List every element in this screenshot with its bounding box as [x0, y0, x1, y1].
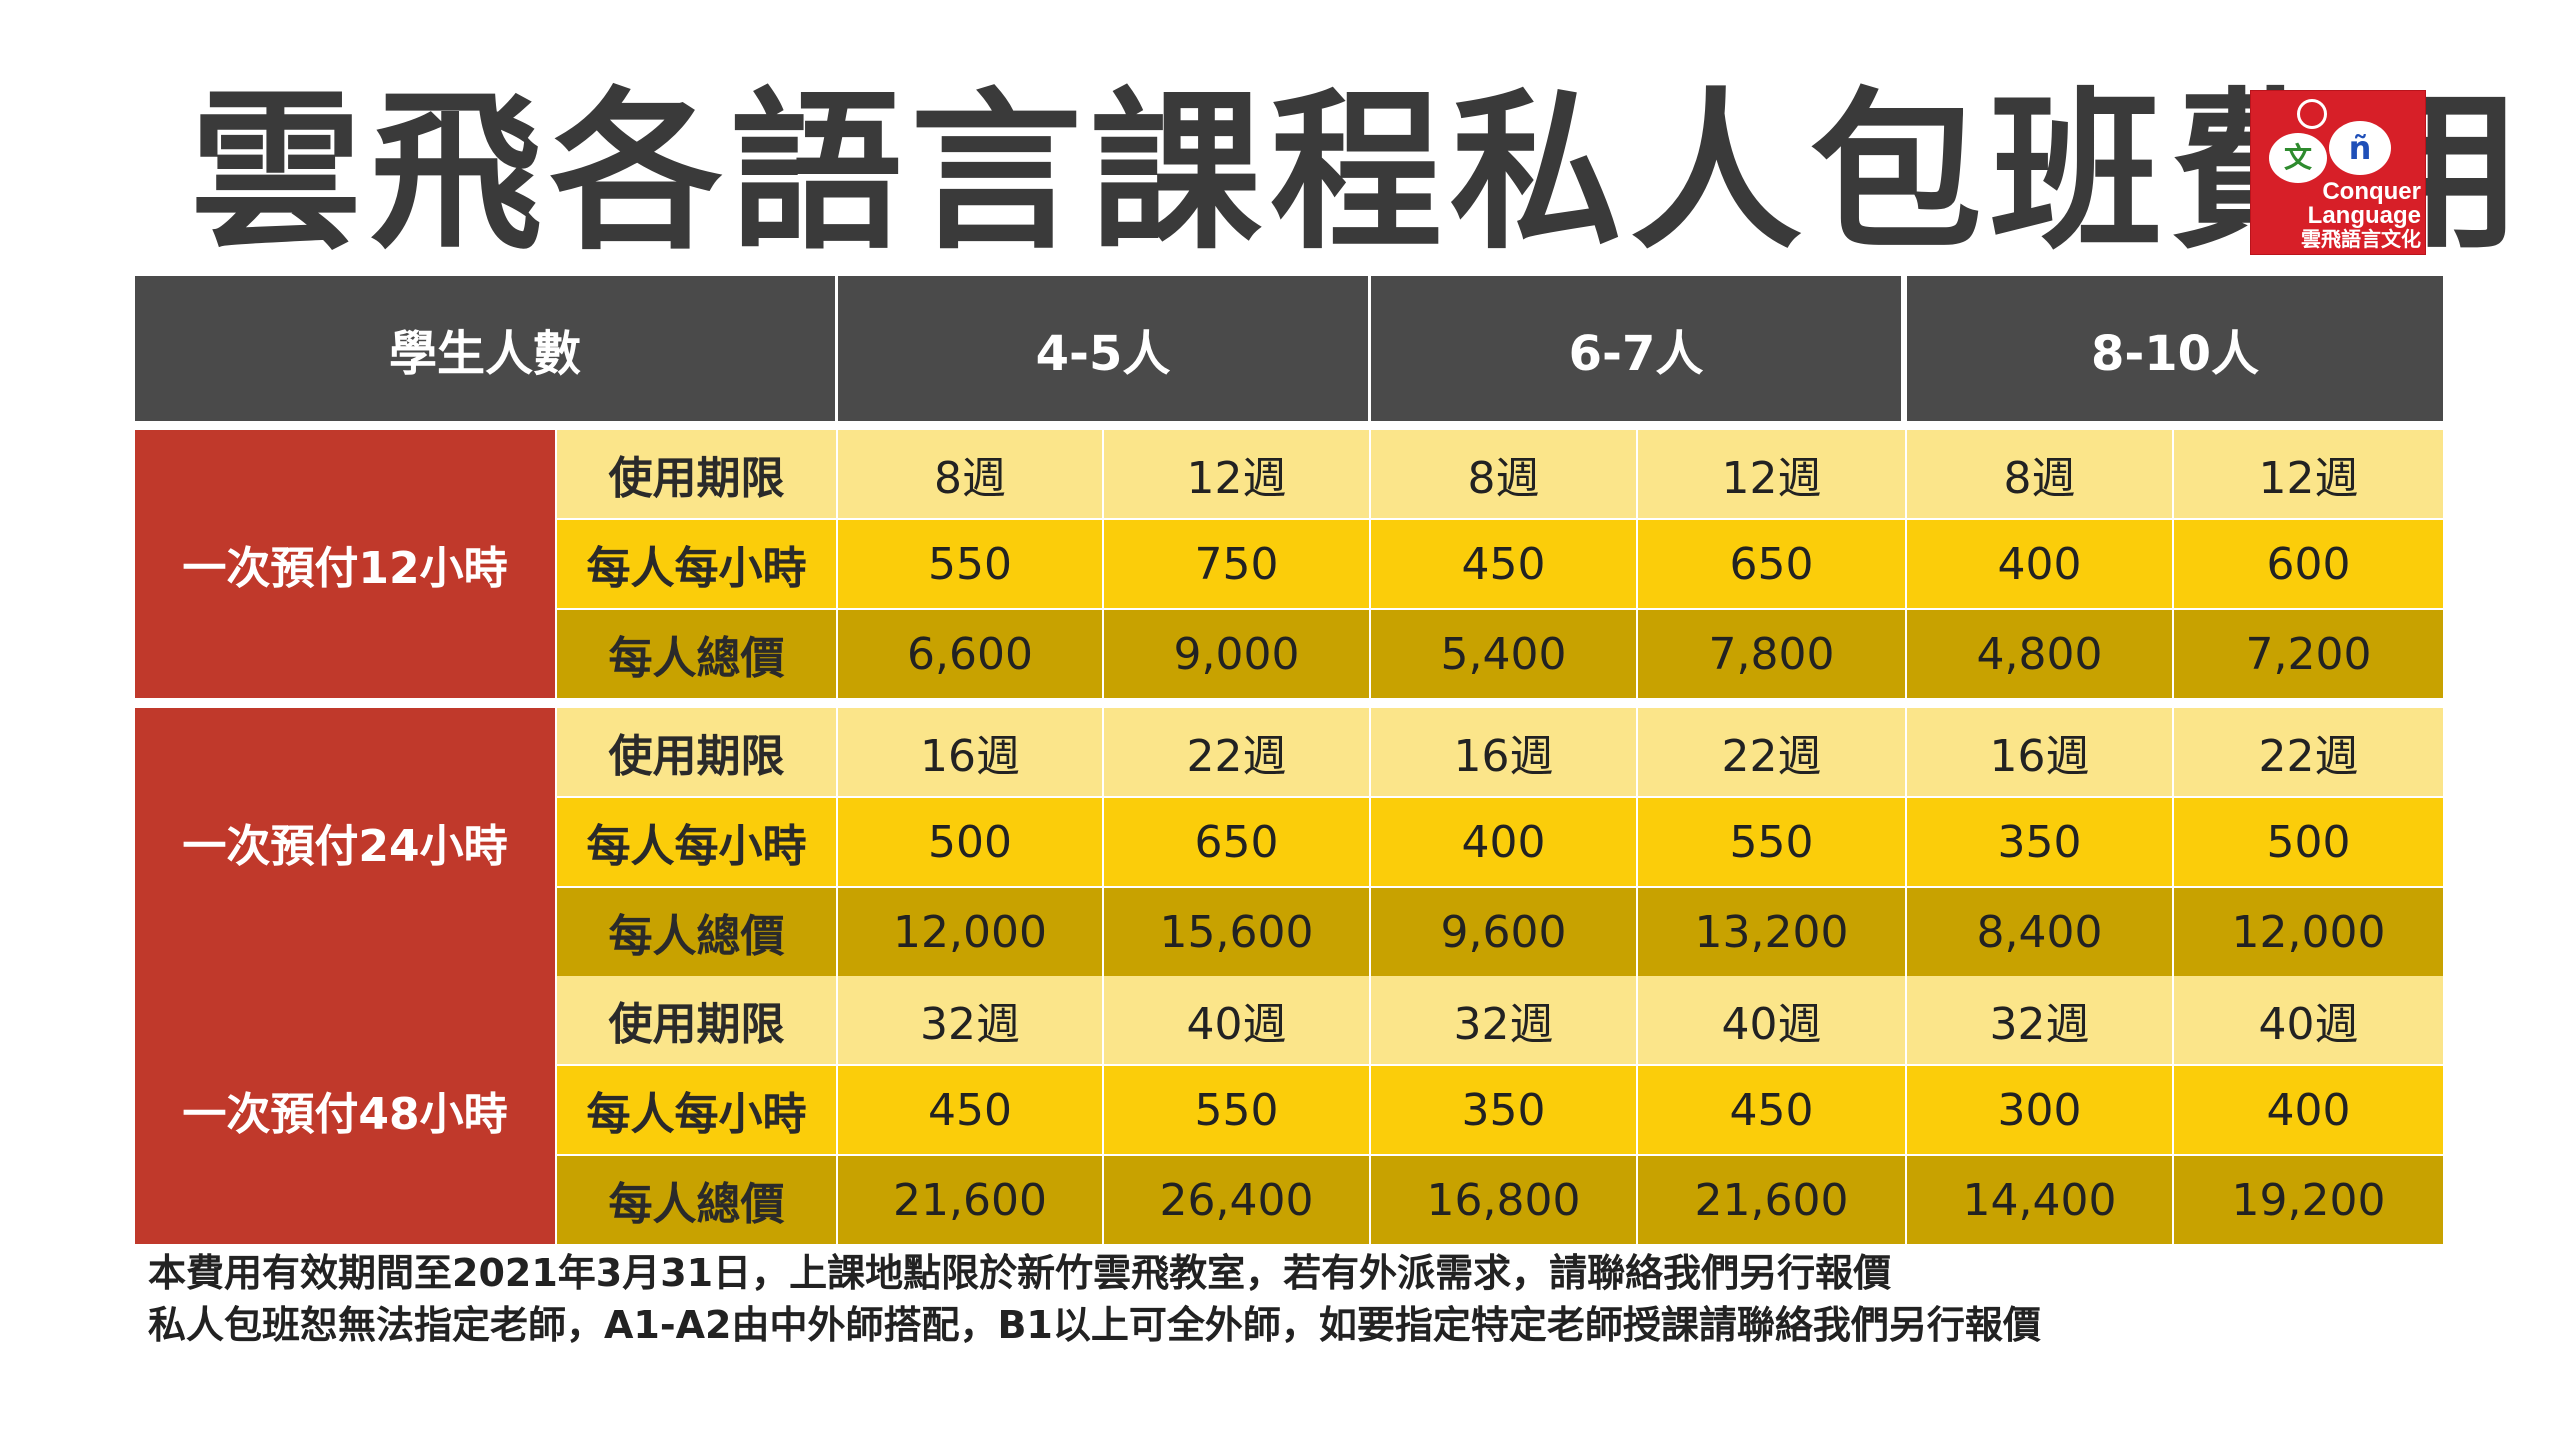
header-col-8-10: 8-10人: [1907, 276, 2443, 421]
price-cell-per-hour: 350: [1371, 1066, 1636, 1154]
group-label: 一次預付24小時: [135, 708, 555, 976]
price-cell-validity: 8週: [838, 430, 1102, 518]
price-cell-per-hour: 500: [2174, 798, 2443, 886]
price-cell-total: 9,000: [1104, 610, 1369, 698]
price-cell-validity: 40週: [1638, 976, 1905, 1064]
price-cell-total: 9,600: [1371, 888, 1636, 976]
row-label-validity: 使用期限: [557, 430, 836, 518]
row-label-per-hour: 每人每小時: [557, 798, 836, 886]
price-cell-total: 4,800: [1907, 610, 2172, 698]
price-cell-validity: 12週: [2174, 430, 2443, 518]
price-cell-per-hour: 550: [838, 520, 1102, 608]
price-cell-validity: 12週: [1104, 430, 1369, 518]
logo-text-chinese: 雲飛語言文化: [2301, 227, 2421, 251]
footer-note-2: 私人包班恕無法指定老師，A1-A2由中外師搭配，B1以上可全外師，如要指定特定老…: [148, 1303, 2041, 1347]
price-cell-total: 21,600: [838, 1156, 1102, 1244]
row-label-per-hour: 每人每小時: [557, 1066, 836, 1154]
price-cell-validity: 8週: [1907, 430, 2172, 518]
price-cell-validity: 22週: [2174, 708, 2443, 796]
price-cell-validity: 22週: [1104, 708, 1369, 796]
logo-bubble-n: ñ: [2329, 121, 2391, 175]
price-cell-validity: 8週: [1371, 430, 1636, 518]
row-label-total: 每人總價: [557, 888, 836, 976]
conquer-language-logo: 文 ñ Conquer Language 雲飛語言文化: [2250, 90, 2426, 255]
price-cell-total: 5,400: [1371, 610, 1636, 698]
logo-text-conquer: Conquer: [2322, 178, 2421, 205]
price-cell-total: 7,800: [1638, 610, 1905, 698]
price-cell-validity: 32週: [1371, 976, 1636, 1064]
price-cell-total: 21,600: [1638, 1156, 1905, 1244]
row-label-per-hour: 每人每小時: [557, 520, 836, 608]
price-cell-validity: 40週: [2174, 976, 2443, 1064]
price-cell-total: 13,200: [1638, 888, 1905, 976]
price-cell-per-hour: 450: [1371, 520, 1636, 608]
price-cell-total: 16,800: [1371, 1156, 1636, 1244]
price-cell-per-hour: 650: [1104, 798, 1369, 886]
price-cell-validity: 40週: [1104, 976, 1369, 1064]
price-cell-validity: 12週: [1638, 430, 1905, 518]
price-cell-per-hour: 650: [1638, 520, 1905, 608]
price-cell-total: 14,400: [1907, 1156, 2172, 1244]
price-cell-total: 6,600: [838, 610, 1102, 698]
price-cell-per-hour: 450: [838, 1066, 1102, 1154]
price-cell-per-hour: 300: [1907, 1066, 2172, 1154]
price-cell-per-hour: 400: [1907, 520, 2172, 608]
price-cell-total: 8,400: [1907, 888, 2172, 976]
price-cell-per-hour: 350: [1907, 798, 2172, 886]
price-cell-validity: 32週: [838, 976, 1102, 1064]
header-col-4-5: 4-5人: [838, 276, 1368, 421]
price-cell-validity: 32週: [1907, 976, 2172, 1064]
price-cell-per-hour: 600: [2174, 520, 2443, 608]
price-cell-validity: 22週: [1638, 708, 1905, 796]
row-label-validity: 使用期限: [557, 708, 836, 796]
price-cell-per-hour: 450: [1638, 1066, 1905, 1154]
group-label: 一次預付12小時: [135, 430, 555, 698]
price-cell-total: 19,200: [2174, 1156, 2443, 1244]
price-cell-per-hour: 750: [1104, 520, 1369, 608]
smiley-icon: [2297, 99, 2327, 129]
price-cell-validity: 16週: [1907, 708, 2172, 796]
price-cell-per-hour: 400: [2174, 1066, 2443, 1154]
price-cell-total: 26,400: [1104, 1156, 1369, 1244]
page-title: 雲飛各語言課程私人包班費用: [190, 72, 2530, 273]
footer-note-1: 本費用有效期間至2021年3月31日，上課地點限於新竹雲飛教室，若有外派需求，請…: [148, 1251, 1892, 1295]
price-cell-per-hour: 400: [1371, 798, 1636, 886]
price-cell-total: 12,000: [838, 888, 1102, 976]
header-students: 學生人數: [135, 276, 835, 421]
price-cell-total: 12,000: [2174, 888, 2443, 976]
price-cell-per-hour: 500: [838, 798, 1102, 886]
header-col-6-7: 6-7人: [1371, 276, 1901, 421]
price-cell-total: 7,200: [2174, 610, 2443, 698]
group-label: 一次預付48小時: [135, 976, 555, 1244]
price-cell-validity: 16週: [838, 708, 1102, 796]
row-label-total: 每人總價: [557, 610, 836, 698]
price-cell-total: 15,600: [1104, 888, 1369, 976]
price-cell-per-hour: 550: [1104, 1066, 1369, 1154]
row-label-total: 每人總價: [557, 1156, 836, 1244]
price-cell-validity: 16週: [1371, 708, 1636, 796]
price-cell-per-hour: 550: [1638, 798, 1905, 886]
logo-bubble-wen: 文: [2269, 133, 2327, 183]
row-label-validity: 使用期限: [557, 976, 836, 1064]
logo-text-language: Language: [2307, 202, 2421, 229]
